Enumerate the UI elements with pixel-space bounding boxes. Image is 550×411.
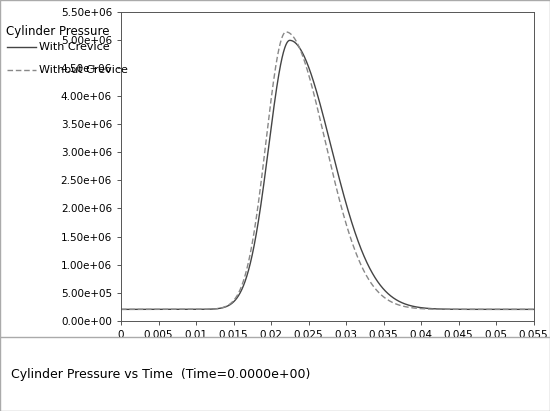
Without Crevice bbox=[118, 307, 124, 312]
Without Crevice bbox=[189, 307, 196, 312]
With Crevice bbox=[294, 42, 300, 47]
With Crevice bbox=[118, 307, 124, 312]
Line: With Crevice: With Crevice bbox=[121, 40, 534, 309]
Without Crevice bbox=[294, 41, 300, 46]
Text: Cylinder Pressure: Cylinder Pressure bbox=[6, 25, 109, 38]
Without Crevice bbox=[276, 45, 283, 50]
With Crevice bbox=[165, 307, 172, 312]
Without Crevice bbox=[530, 307, 537, 312]
With Crevice bbox=[189, 307, 196, 312]
Without Crevice bbox=[165, 307, 172, 312]
Without Crevice bbox=[478, 307, 485, 312]
With Crevice bbox=[522, 307, 529, 312]
Without Crevice bbox=[522, 307, 529, 312]
Line: Without Crevice: Without Crevice bbox=[121, 32, 534, 309]
With Crevice bbox=[530, 307, 537, 312]
Text: With Crevice: With Crevice bbox=[39, 42, 109, 52]
With Crevice bbox=[287, 38, 293, 43]
With Crevice bbox=[276, 70, 283, 75]
Text: Without Crevice: Without Crevice bbox=[39, 65, 128, 75]
With Crevice bbox=[478, 307, 485, 312]
Without Crevice bbox=[283, 30, 289, 35]
Text: Cylinder Pressure vs Time  (Time=0.0000e+00): Cylinder Pressure vs Time (Time=0.0000e+… bbox=[11, 367, 310, 381]
